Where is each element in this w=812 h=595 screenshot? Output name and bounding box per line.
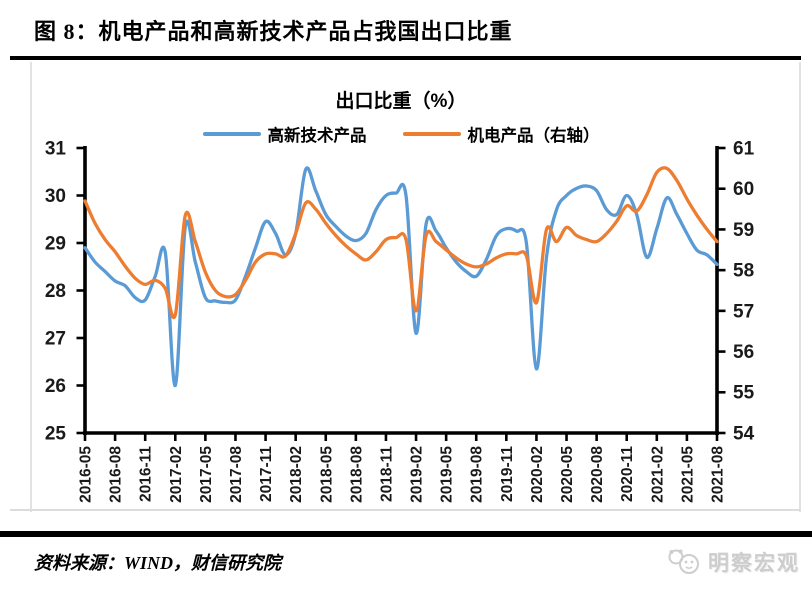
svg-text:2018-02: 2018-02 bbox=[288, 446, 305, 503]
svg-text:2018-05: 2018-05 bbox=[318, 446, 335, 503]
svg-text:2018-08: 2018-08 bbox=[348, 446, 365, 503]
svg-text:58: 58 bbox=[733, 261, 754, 282]
y-axis-right-labels: 54 55 56 57 58 59 60 61 bbox=[733, 138, 755, 444]
svg-text:2021-02: 2021-02 bbox=[649, 446, 666, 503]
chart-legend: 高新技术产品 机电产品（右轴） bbox=[85, 122, 717, 146]
svg-text:2021-08: 2021-08 bbox=[710, 446, 727, 503]
svg-text:59: 59 bbox=[733, 220, 754, 241]
svg-text:2016-08: 2016-08 bbox=[108, 446, 125, 503]
watermark: 明察宏观 bbox=[667, 547, 800, 577]
y-axis-left-labels: 25 26 27 28 29 30 31 bbox=[45, 138, 67, 444]
svg-text:30: 30 bbox=[45, 186, 66, 207]
svg-text:57: 57 bbox=[733, 301, 754, 322]
svg-text:25: 25 bbox=[45, 423, 67, 444]
svg-text:2018-11: 2018-11 bbox=[378, 446, 395, 502]
svg-text:28: 28 bbox=[45, 281, 66, 302]
axes bbox=[76, 146, 726, 441]
svg-text:2019-02: 2019-02 bbox=[409, 446, 426, 503]
svg-text:56: 56 bbox=[733, 342, 754, 363]
chart-cell-border-left bbox=[30, 62, 32, 512]
svg-text:2019-05: 2019-05 bbox=[439, 446, 456, 503]
watermark-text: 明察宏观 bbox=[708, 552, 800, 575]
svg-text:2016-05: 2016-05 bbox=[78, 446, 95, 503]
legend-label-hightech: 高新技术产品 bbox=[267, 127, 367, 145]
legend-item-hightech: 高新技术产品 bbox=[202, 122, 367, 146]
svg-text:31: 31 bbox=[45, 138, 67, 159]
legend-swatch-mech-line bbox=[402, 132, 461, 136]
chart-cell-border-bottom bbox=[10, 509, 801, 511]
title-divider-rule bbox=[10, 56, 801, 60]
figure-title: 图 8：机电产品和高新技术产品占我国出口比重 bbox=[34, 19, 513, 44]
source-note: 资料来源：WIND，财信研究院 bbox=[34, 553, 282, 573]
legend-item-mech: 机电产品（右轴） bbox=[402, 122, 600, 146]
legend-swatch-hightech-line bbox=[202, 132, 261, 136]
chart-cell-border-right bbox=[799, 62, 801, 512]
svg-text:2021-05: 2021-05 bbox=[679, 446, 696, 503]
svg-text:2017-11: 2017-11 bbox=[258, 446, 275, 502]
svg-text:2017-02: 2017-02 bbox=[168, 446, 185, 503]
svg-text:55: 55 bbox=[733, 383, 755, 404]
x-axis-labels: 2016-05 2016-08 2016-11 2017-02 2017-05 2017-… bbox=[78, 446, 727, 503]
footer-divider-rule bbox=[0, 531, 812, 537]
svg-text:2020-05: 2020-05 bbox=[559, 446, 576, 503]
svg-text:2017-08: 2017-08 bbox=[228, 446, 245, 503]
svg-text:61: 61 bbox=[733, 138, 755, 159]
chart-title: 出口比重（%） bbox=[335, 91, 467, 112]
panda-logo-icon bbox=[668, 549, 699, 574]
svg-text:26: 26 bbox=[45, 376, 66, 397]
svg-text:2020-11: 2020-11 bbox=[619, 446, 636, 502]
svg-text:54: 54 bbox=[733, 423, 755, 444]
svg-text:2019-08: 2019-08 bbox=[469, 446, 486, 503]
mech-series-line bbox=[83, 166, 719, 320]
svg-text:27: 27 bbox=[45, 328, 66, 349]
svg-text:2020-02: 2020-02 bbox=[529, 446, 546, 503]
svg-text:2016-11: 2016-11 bbox=[138, 446, 155, 502]
svg-text:2019-11: 2019-11 bbox=[499, 446, 516, 502]
svg-text:29: 29 bbox=[45, 233, 66, 254]
svg-text:2017-05: 2017-05 bbox=[198, 446, 215, 503]
svg-text:60: 60 bbox=[733, 179, 754, 200]
svg-text:2020-08: 2020-08 bbox=[589, 446, 606, 503]
legend-label-mech: 机电产品（右轴） bbox=[467, 127, 600, 145]
